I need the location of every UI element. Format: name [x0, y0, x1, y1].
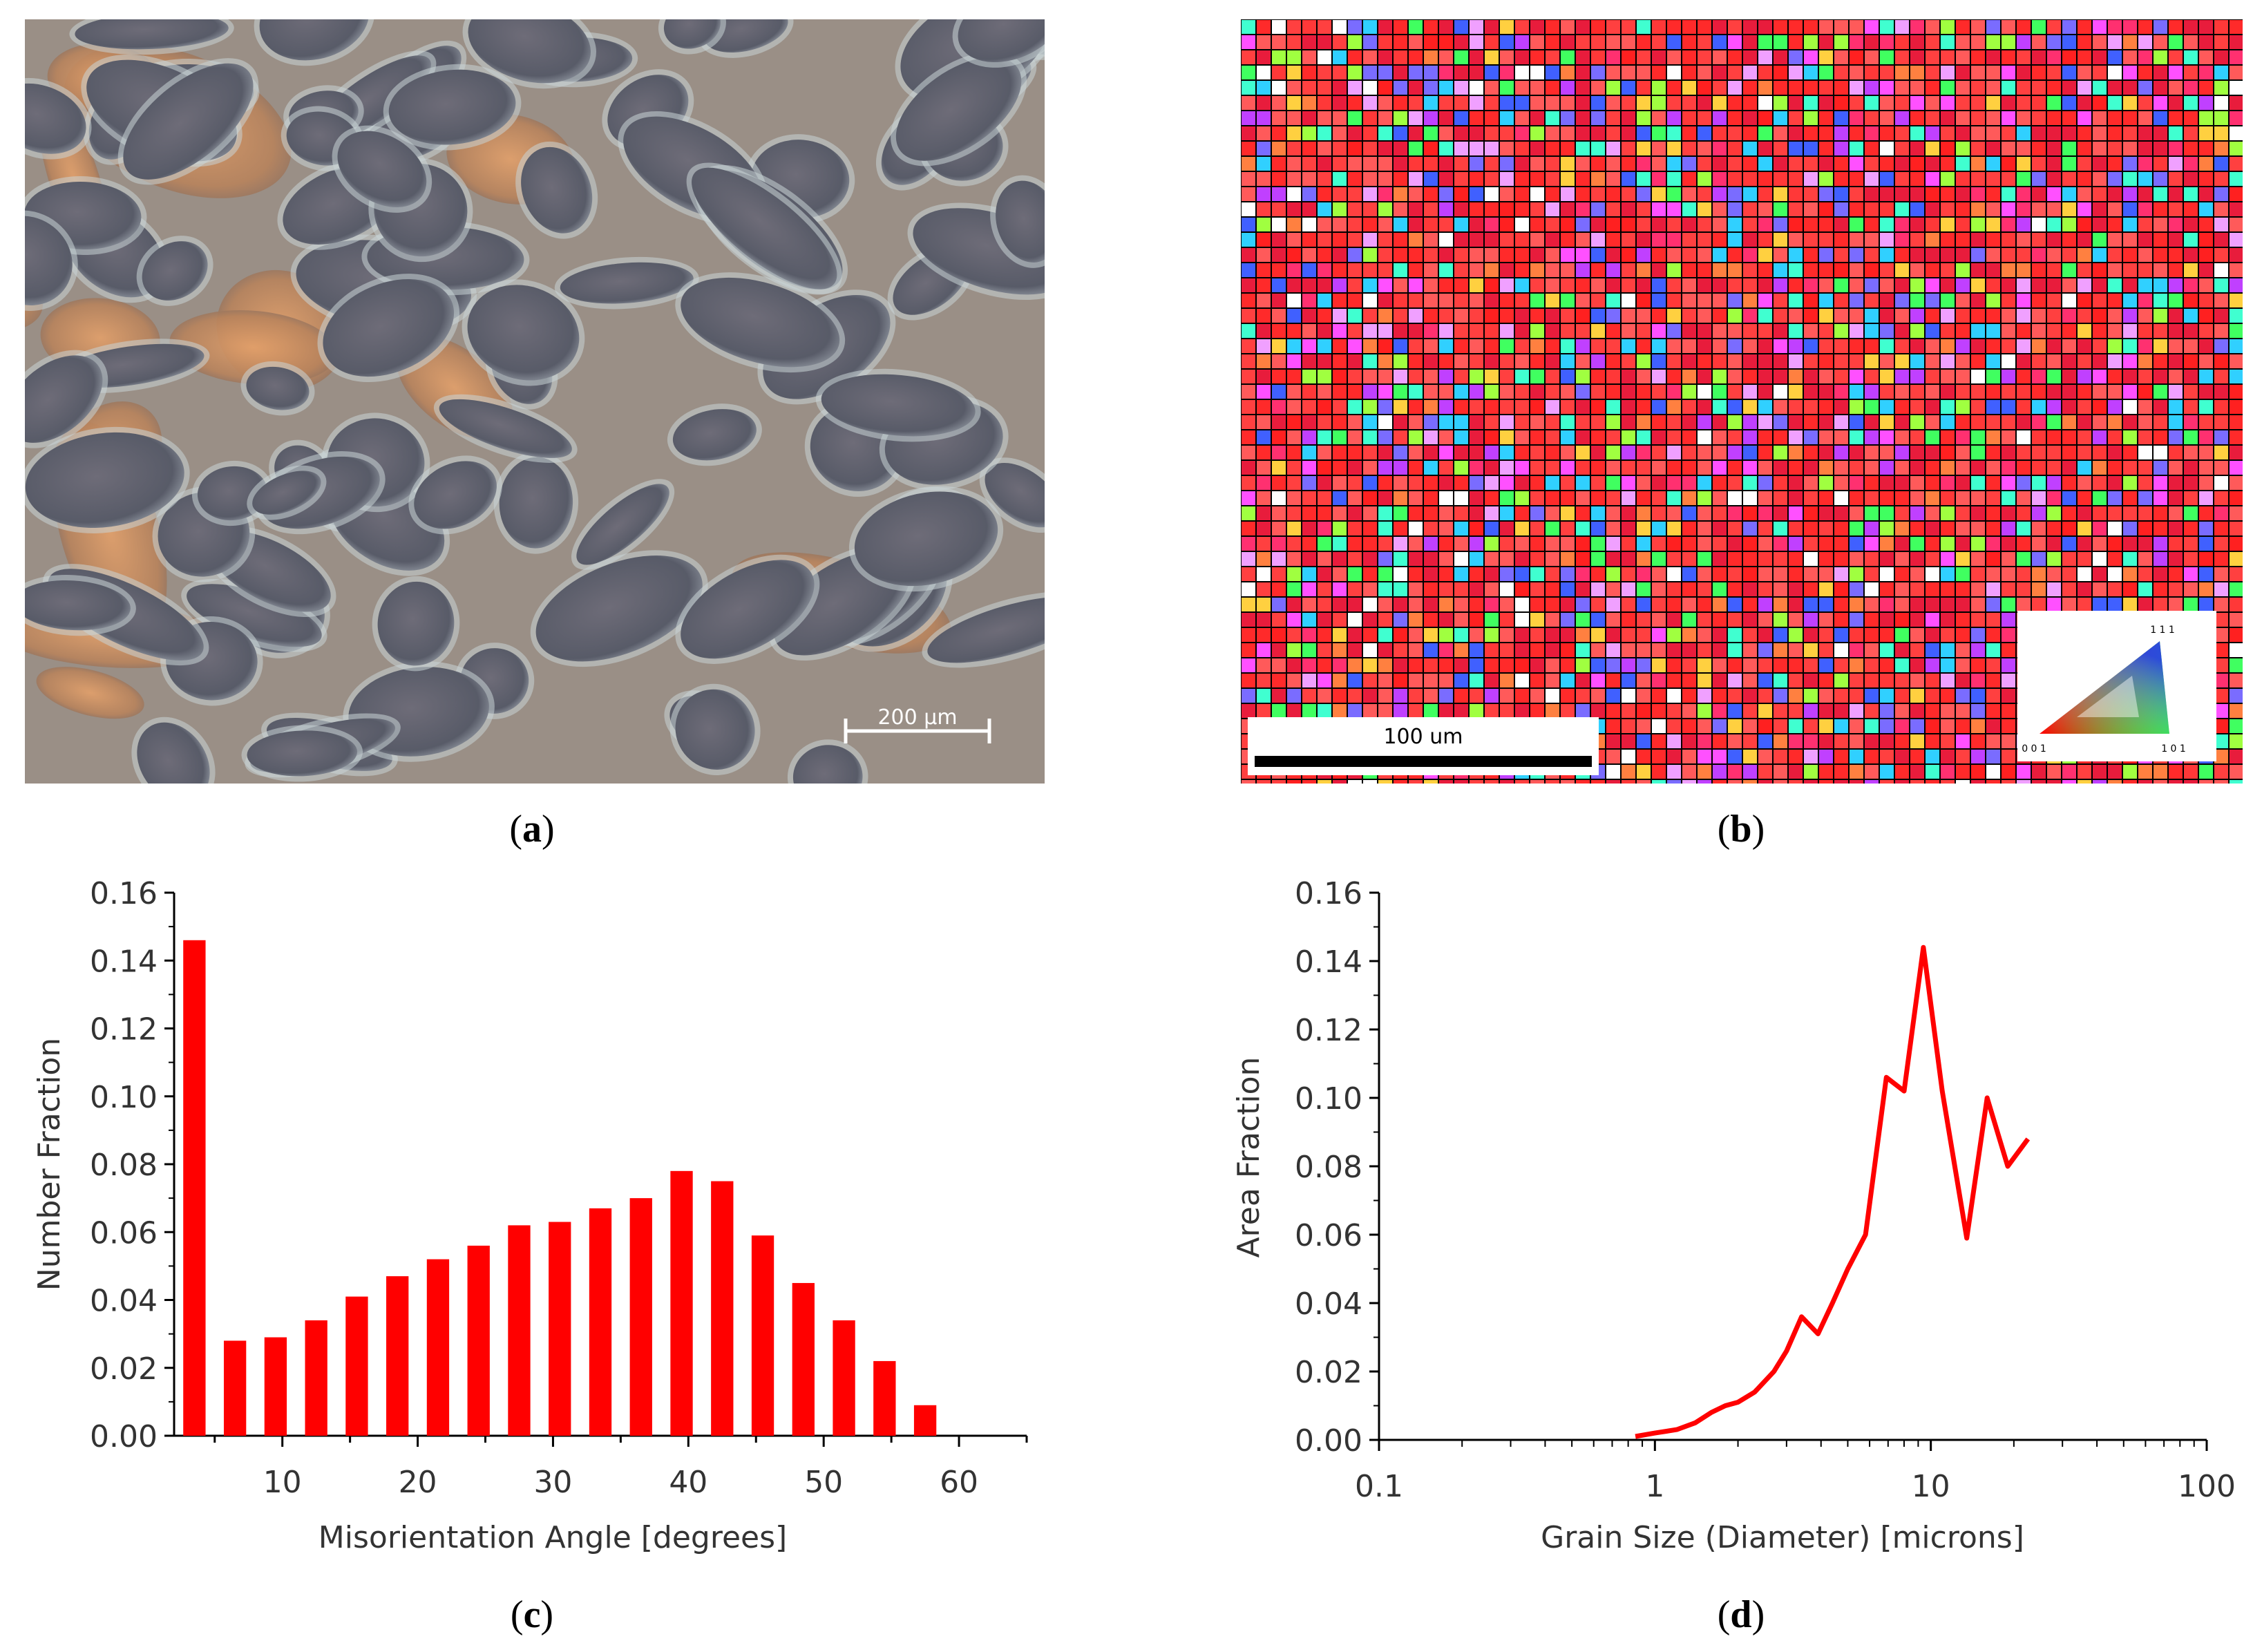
ipf-label-001: 0 0 1 — [2022, 743, 2046, 754]
x-tick-label: 60 — [940, 1465, 978, 1500]
y-tick-label: 0.04 — [90, 1284, 158, 1319]
bar — [629, 1198, 652, 1436]
bar — [305, 1320, 327, 1436]
ebsd-scale-label: 100 um — [1383, 725, 1463, 749]
bar — [751, 1235, 774, 1436]
x-tick-label: 10 — [263, 1465, 302, 1500]
bar — [711, 1181, 734, 1436]
y-tick-label: 0.10 — [1295, 1081, 1362, 1117]
y-tick-label: 0.08 — [1295, 1150, 1362, 1185]
grain-size-line — [1635, 944, 2031, 1439]
micrograph-svg: 200 μm — [25, 19, 1045, 784]
bar — [264, 1337, 287, 1436]
ipf-label-101: 1 0 1 — [2161, 743, 2186, 754]
ebsd-map-svg: 100 um 1 1 1 0 0 1 1 0 1 — [1241, 19, 2243, 784]
y-tick-label: 0.16 — [1295, 876, 1362, 911]
caption-b: (b) — [1717, 808, 1765, 851]
chart-grain-size: 0.00 0.02 0.04 0.06 0.08 0.10 0.12 0.14 0.16 0.1 1… — [1231, 876, 2236, 1555]
y-tick-label: 0.12 — [1295, 1013, 1362, 1048]
y-tick-label: 0.00 — [1295, 1423, 1362, 1459]
y-tick-label: 0.16 — [90, 876, 158, 911]
y-tick-label: 0.12 — [90, 1012, 158, 1047]
x-tick-label: 30 — [533, 1465, 572, 1500]
bar — [426, 1259, 450, 1436]
bar — [873, 1360, 896, 1436]
bar — [386, 1276, 409, 1436]
caption-c: (c) — [510, 1593, 554, 1636]
ebsd-grains — [1241, 19, 2243, 784]
bar — [508, 1225, 531, 1436]
micrograph-scale-label: 200 μm — [877, 705, 957, 730]
ipf-label-111: 1 1 1 — [2150, 625, 2175, 636]
y-tick-label: 0.10 — [90, 1080, 158, 1115]
x-tick-label: 100 — [2178, 1469, 2236, 1504]
y-tick-label: 0.14 — [1295, 944, 1362, 980]
y-tick-label: 0.04 — [1295, 1287, 1362, 1322]
x-axis-title: Grain Size (Diameter) [microns] — [1541, 1520, 2024, 1555]
ebsd-scale-bar: 100 um — [1248, 717, 1599, 775]
bar — [670, 1170, 693, 1436]
x-tick-label: 0.1 — [1355, 1469, 1403, 1504]
ebsd-map-image: 100 um 1 1 1 0 0 1 1 0 1 — [1241, 19, 2243, 784]
x-axis-title: Misorientation Angle [degrees] — [319, 1520, 787, 1555]
y-axis-title: Number Fraction — [32, 1038, 67, 1291]
y-tick-label: 0.06 — [90, 1215, 158, 1251]
bar — [223, 1340, 247, 1436]
y-tick-label: 0.14 — [90, 944, 158, 979]
y-tick-label: 0.00 — [90, 1419, 158, 1454]
y-axis-title: Area Fraction — [1231, 1057, 1266, 1258]
caption-d: (d) — [1717, 1593, 1765, 1636]
bar — [345, 1296, 368, 1436]
x-tick-label: 10 — [1912, 1469, 1950, 1504]
x-tick-label: 50 — [804, 1465, 843, 1500]
bar — [792, 1282, 815, 1436]
y-tick-label: 0.08 — [90, 1148, 158, 1183]
micrograph-cells — [25, 19, 1045, 784]
bar — [913, 1405, 937, 1436]
bar — [183, 940, 206, 1436]
x-tick-label: 20 — [399, 1465, 437, 1500]
x-tick-label: 1 — [1645, 1469, 1664, 1504]
y-tick-label: 0.02 — [1295, 1355, 1362, 1390]
x-tick-label: 40 — [669, 1465, 707, 1500]
bar — [833, 1320, 855, 1436]
caption-a: (a) — [509, 808, 555, 851]
y-tick-label: 0.06 — [1295, 1218, 1362, 1253]
micrograph-scale-bar: 200 μm — [844, 705, 991, 743]
ipf-legend: 1 1 1 0 0 1 1 0 1 — [2017, 611, 2216, 761]
micrograph-image: 200 μm — [25, 19, 1045, 784]
chart-misorientation: 0.00 0.02 0.04 0.06 0.08 0.10 0.12 0.14 0.16 10 20… — [32, 876, 1028, 1555]
bar — [467, 1245, 490, 1436]
bar — [589, 1208, 612, 1436]
y-tick-label: 0.02 — [90, 1351, 158, 1387]
bar — [549, 1222, 571, 1436]
